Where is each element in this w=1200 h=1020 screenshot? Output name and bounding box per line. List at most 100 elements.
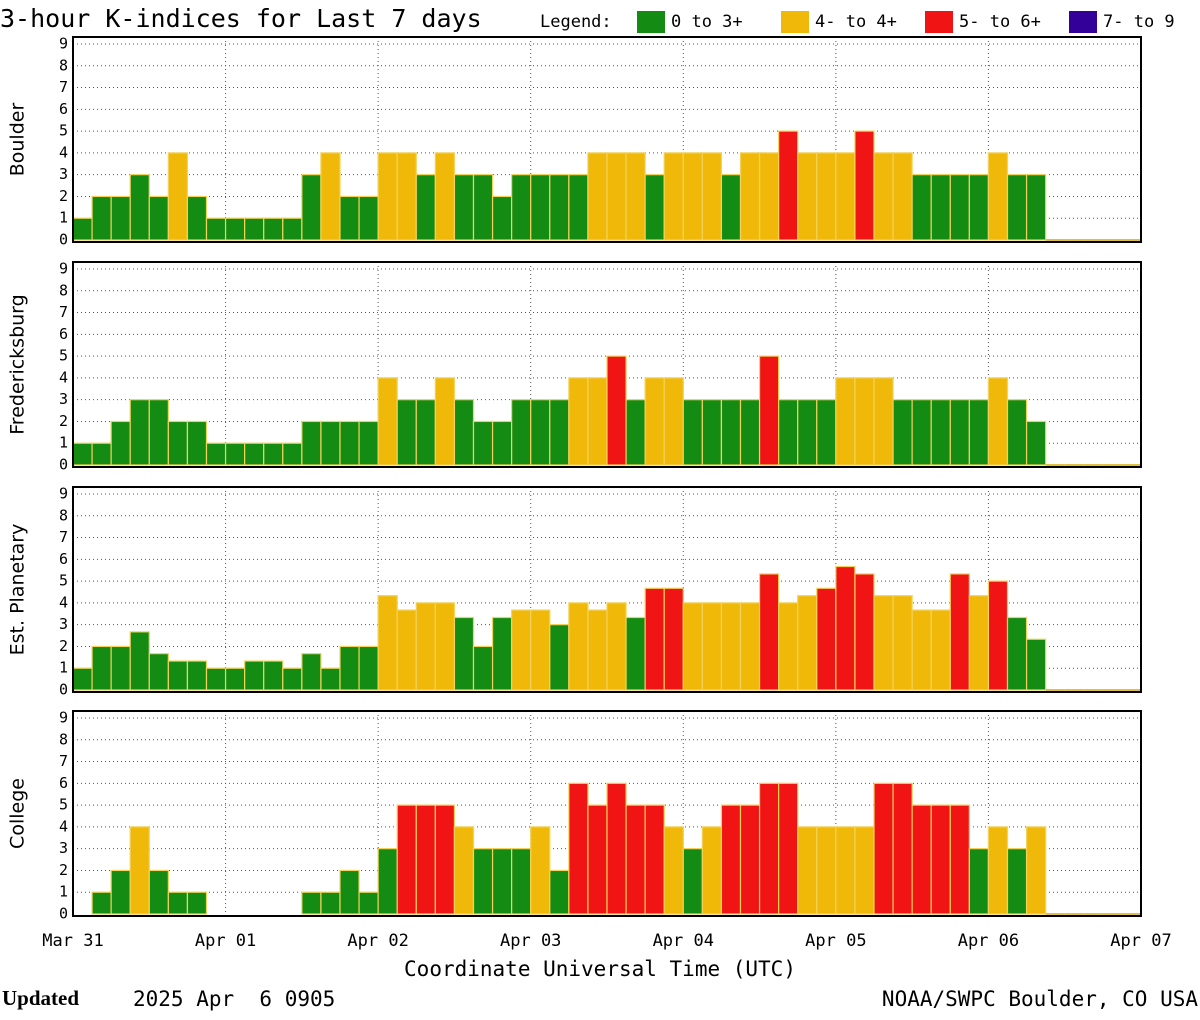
legend-swatch (1069, 11, 1097, 33)
bar (186, 660, 208, 691)
y-tick-label: 7 (59, 528, 68, 546)
bar (797, 826, 818, 915)
bar (911, 174, 932, 241)
bar (91, 195, 112, 241)
x-tick-label: Apr 03 (500, 931, 561, 951)
bar (110, 869, 131, 915)
bar (530, 609, 551, 691)
bar (491, 848, 513, 915)
bar (263, 442, 284, 466)
bar (1025, 638, 1047, 691)
y-tick-label: 9 (59, 260, 68, 278)
bar (568, 377, 589, 466)
bar (778, 782, 799, 915)
bar (930, 804, 951, 915)
bar (377, 152, 398, 241)
bar (186, 891, 208, 915)
panel-frame (72, 36, 1142, 243)
bar (167, 891, 189, 915)
bar (301, 891, 322, 915)
bar (377, 377, 398, 466)
bar (1025, 174, 1047, 241)
y-tick-label: 0 (59, 231, 68, 249)
y-tick-label: 6 (59, 100, 68, 118)
bar (797, 595, 818, 691)
bar (682, 152, 703, 241)
bar (129, 399, 150, 466)
y-tick-label: 4 (59, 817, 68, 835)
y-tick-label: 1 (59, 434, 68, 452)
bar (606, 782, 627, 915)
bar (1025, 420, 1047, 466)
bar (587, 804, 608, 915)
bar (148, 399, 169, 466)
x-tick-label: Apr 01 (195, 931, 256, 951)
bar (396, 609, 417, 691)
bar (491, 195, 513, 241)
bar (320, 420, 341, 466)
bar (472, 174, 494, 241)
bar (854, 573, 875, 691)
bar (148, 653, 169, 691)
bar (987, 826, 1009, 915)
bar (224, 217, 246, 241)
y-tick-label: 1 (59, 209, 68, 227)
y-axis-title: College (7, 778, 29, 849)
bar (339, 420, 360, 466)
bar (148, 195, 169, 241)
x-tick-label: Apr 07 (1110, 931, 1171, 951)
bar (720, 399, 742, 466)
y-axis-title: Boulder (7, 103, 29, 177)
bar (434, 152, 456, 241)
bar (739, 152, 761, 241)
bar (129, 174, 150, 241)
bar (911, 804, 932, 915)
legend-label: 0 to 3+ (671, 12, 743, 32)
bar (110, 420, 131, 466)
bar (930, 609, 951, 691)
x-tick-label: Mar 31 (42, 931, 103, 951)
bar (778, 130, 799, 241)
bar (987, 580, 1009, 691)
y-tick-label: 4 (59, 143, 68, 161)
bar (415, 174, 436, 241)
bar (530, 174, 551, 241)
bar (491, 616, 513, 691)
bar (644, 377, 665, 466)
bar (682, 848, 703, 915)
y-tick-label: 7 (59, 303, 68, 321)
y-tick-label: 2 (59, 861, 68, 879)
bar (129, 826, 150, 915)
bar (472, 420, 494, 466)
bar (835, 152, 856, 241)
bar (663, 377, 684, 466)
bar (854, 826, 875, 915)
bar (244, 442, 265, 466)
bar (587, 152, 608, 241)
bar (854, 377, 875, 466)
bar (415, 602, 436, 691)
bar (186, 420, 208, 466)
bar (663, 826, 684, 915)
y-axis-title: Est. Planetary (7, 524, 29, 656)
bar (472, 848, 494, 915)
bar (301, 174, 322, 241)
bar (911, 609, 932, 691)
bar (511, 174, 532, 241)
y-tick-label: 5 (59, 796, 68, 814)
bar (186, 195, 208, 241)
y-tick-label: 2 (59, 187, 68, 205)
bar (377, 595, 398, 691)
bar (415, 399, 436, 466)
bar (835, 377, 856, 466)
bar (205, 667, 227, 691)
legend-label: 7- to 9 (1103, 12, 1175, 32)
y-tick-label: 3 (59, 390, 68, 408)
bar (339, 195, 360, 241)
y-tick-label: 5 (59, 122, 68, 140)
bar (339, 645, 360, 691)
bar (320, 891, 341, 915)
bar (453, 616, 475, 691)
bar (263, 660, 284, 691)
